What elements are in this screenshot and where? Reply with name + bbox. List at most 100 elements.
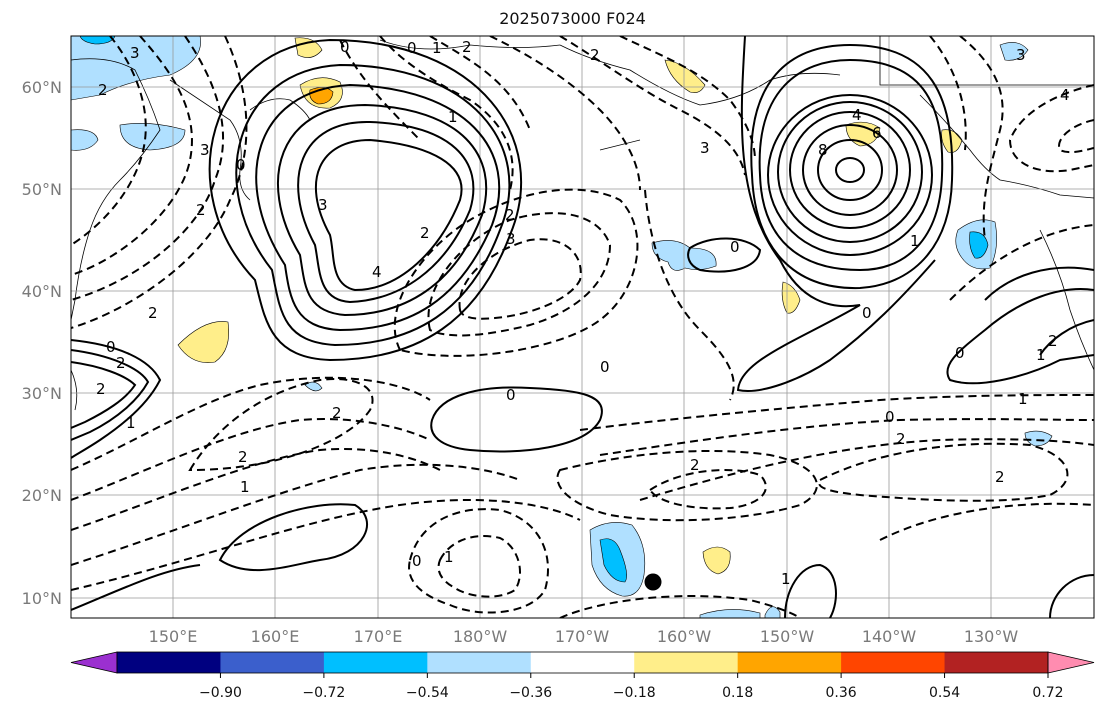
colorbar-segment (944, 652, 1049, 673)
contour-label: 0 (885, 408, 895, 426)
contour-solid (255, 83, 501, 332)
contour-label: 4 (1060, 86, 1070, 104)
lon-axis: 150°E 160°E 170°E 180°W 170°W 160°W 150°… (149, 627, 1019, 646)
lat-label: 10°N (22, 589, 62, 608)
map-frame (70, 35, 1095, 619)
contour-solid (766, 94, 934, 256)
contour-label: 2 (116, 354, 126, 372)
contour-label: 0 (340, 38, 350, 56)
contour-label: 2 (148, 304, 158, 322)
contour-label: 0 (955, 344, 965, 362)
contour-solid (71, 361, 137, 429)
contour-label: 2 (690, 456, 700, 474)
contours-dashed (71, 36, 1094, 618)
contour-label: 2 (420, 224, 430, 242)
contour-solid (314, 138, 463, 292)
contour-label: 1 (432, 39, 442, 57)
contour-label: 2 (98, 81, 108, 99)
contour-label: 1 (1036, 346, 1046, 364)
colorbar-segment (323, 652, 428, 673)
coastlines (71, 36, 1094, 411)
contour-solid (1039, 319, 1094, 356)
contour-solid (801, 124, 899, 216)
contour-solid (736, 36, 936, 392)
lat-label: 20°N (22, 486, 62, 505)
contour-solid (71, 339, 162, 459)
colorbar-segment (117, 652, 221, 673)
contour-solid (71, 349, 150, 441)
contour-label: 2 (96, 380, 106, 398)
contour-label: 0 (412, 552, 422, 570)
colorbar-tick-label: 0.54 (929, 685, 960, 701)
contour-label: 4 (372, 263, 382, 281)
colorbar-extend-high (1047, 651, 1095, 674)
colorbar-tick-label: −0.36 (509, 685, 552, 701)
contour-label: 2 (196, 201, 206, 219)
lat-label: 40°N (22, 282, 62, 301)
contour-solid (758, 58, 944, 272)
patch-blue (119, 123, 186, 151)
gridlines (71, 36, 1094, 618)
contour-solid (297, 120, 475, 304)
lon-label: 150°E (149, 627, 198, 646)
contour-label: 1 (781, 570, 791, 588)
lat-label: 30°N (22, 384, 62, 403)
contour-label: 3 (506, 230, 516, 248)
contour-label: 1 (1018, 390, 1028, 408)
contour-label: 2 (590, 46, 600, 64)
storm-marker (644, 573, 662, 591)
patch-blue (999, 42, 1029, 61)
lon-label: 170°W (555, 627, 610, 646)
patch-blue (71, 36, 201, 101)
contour-label: 2 (995, 468, 1005, 486)
contour-label: 1 (910, 232, 920, 250)
lon-label: 140°W (862, 627, 917, 646)
contour-label: 0 (506, 386, 516, 404)
contour-label: 0 (236, 156, 246, 174)
patch-yellow (781, 281, 801, 314)
contour-label: 2 (505, 206, 515, 224)
colorbar-segment (634, 652, 739, 673)
lon-label: 170°E (354, 627, 403, 646)
contour-solid (208, 38, 523, 362)
contour-label: 3 (1016, 46, 1026, 64)
contour-solid (218, 503, 368, 572)
contour-solid (430, 386, 603, 453)
lon-label: 160°W (657, 627, 712, 646)
patch-blue (599, 538, 627, 583)
contour-label: 3 (200, 141, 210, 159)
contour-label: 3 (700, 139, 710, 157)
colorbar: −0.90 −0.72 −0.54 −0.36 −0.18 0.18 0.36 0.54 0.7… (70, 651, 1095, 701)
colorbar-frame (116, 651, 1049, 674)
contour-solid (1049, 574, 1094, 618)
contour-label: 0 (862, 304, 872, 322)
patch-yellow (177, 321, 229, 363)
contour-label: 8 (818, 141, 828, 159)
contour-label: 2 (238, 448, 248, 466)
lat-axis: 60°N 50°N 40°N 30°N 20°N 10°N (22, 78, 62, 608)
colorbar-tick-label: −0.54 (406, 685, 449, 701)
contour-solid (71, 564, 201, 611)
colorbar-tick-label: −0.72 (302, 685, 345, 701)
contour-label: 6 (872, 124, 882, 142)
contour-solid (834, 157, 866, 183)
lat-label: 60°N (22, 78, 62, 97)
colorbar-tick-label: 0.18 (722, 685, 753, 701)
contour-solid (816, 139, 884, 201)
contour-solid (946, 288, 1094, 385)
contour-solid (776, 101, 924, 243)
contour-solid (788, 111, 912, 229)
colorbar-tick-label: 0.36 (826, 685, 857, 701)
patch-yellow (294, 37, 323, 58)
colorbar-segment (530, 652, 635, 673)
patch-blue (969, 231, 989, 259)
contour-labels: 0 0 1 2 1 3 4 2 3 2 2 3 0 2 2 0 1 2 3 3 … (96, 38, 1070, 588)
contour-label: 4 (852, 106, 862, 124)
contour-label: 0 (730, 238, 740, 256)
lat-label: 50°N (22, 180, 62, 199)
colorbar-extend-low (70, 651, 118, 674)
contour-solid (984, 266, 1094, 301)
map-title: 2025073000 F024 (499, 9, 646, 28)
contour-label: 1 (448, 108, 458, 126)
